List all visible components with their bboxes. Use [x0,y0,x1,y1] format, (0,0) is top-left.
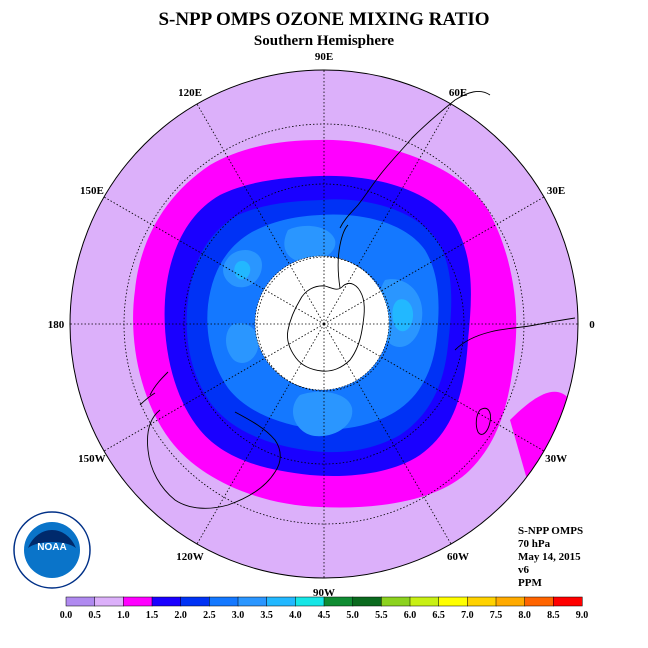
colorbar-swatch [553,596,583,607]
antarctic-peninsula [337,224,349,289]
meridian-line [323,323,545,452]
colorbar-swatch [467,596,497,607]
meridian-line [323,323,452,545]
madagascar-outline [475,407,491,435]
meridian-line [323,196,545,325]
colorbar-swatch [381,596,411,607]
info-level: 70 hPa [518,538,551,550]
colorbar-tick-label: 5.5 [375,610,388,621]
colorbar-tick-label: 1.5 [146,610,159,621]
parallel-circle [256,256,392,392]
colorbar-swatch [323,596,354,607]
meridian-line [103,323,325,452]
colorbar-swatch [180,596,210,607]
longitude-label: 30W [545,453,567,465]
colorbar-swatch [266,596,296,607]
longitude-label: 90E [315,51,333,63]
longitude-label: 150W [78,453,106,465]
longitude-label: 60W [447,551,469,563]
colorbar-swatch [438,596,468,607]
longitude-label: 180 [48,319,65,331]
meridian-line [196,323,325,545]
meridian-line [103,196,325,325]
longitude-label: 90W [313,587,335,599]
colorbar-tick-label: 4.0 [289,610,302,621]
colorbar-tick-label: 1.0 [117,610,130,621]
longitude-labels: 90W 60W 30W 0 30E 60E 90E 120E 150E 180 150W 120W [48,51,596,599]
colorbar-swatch [237,596,268,607]
colorbar-swatch [65,596,96,607]
longitude-label: 30E [547,185,565,197]
info-version: v6 [518,564,530,576]
colorbar-swatch [409,596,440,607]
colorbar-tick-label: 7.5 [490,610,503,621]
continent-outlines [139,90,576,509]
australia-outline [147,409,281,509]
colorbar-swatch [295,596,325,607]
colorbar-swatch [352,596,382,607]
colorbar-swatch [123,596,153,607]
colorbar-swatch [209,596,239,607]
colorbar-tick-label: 6.0 [404,610,417,621]
graticule [70,70,578,578]
longitude-label: 120W [176,551,204,563]
colorbar-tick-label: 0.5 [88,610,101,621]
map-disk [70,70,578,578]
contour-1-0-edge [510,391,571,490]
colorbar-tick-label: 9.0 [576,610,589,621]
colorbar-swatch [524,596,554,607]
longitude-label: 150E [80,185,104,197]
info-units: PPM [518,577,542,589]
new-zealand-outline [139,371,169,406]
meridian-line [323,103,452,325]
contour-3-5-a [392,299,414,332]
colorbar-tick-label: 3.5 [260,610,273,621]
colorbar-swatch [151,596,182,607]
chart-title: S-NPP OMPS OZONE MIXING RATIO [158,9,489,30]
colorbar-tick-label: 2.5 [203,610,216,621]
parallel-circle [123,123,525,525]
colorbar-tick-label: 0.0 [60,610,73,621]
info-date: May 14, 2015 [518,551,581,563]
colorbar-swatch [495,596,526,607]
chart-subtitle: Southern Hemisphere [254,33,394,49]
info-satellite: S-NPP OMPS [518,525,583,537]
colorbar-tick-label: 6.5 [432,610,445,621]
africa-outline [454,317,576,351]
colorbar-tick-label: 4.5 [318,610,331,621]
colorbar-tick-label: 7.0 [461,610,474,621]
contour-3-0-d [292,391,353,437]
contour-3-0-a [284,225,336,262]
parallel-circle [183,183,465,465]
polar-night-region [254,255,390,391]
info-block: S-NPP OMPS 70 hPa May 14, 2015 v6 PPM [518,525,583,589]
noaa-logo: NOAA [13,511,91,589]
colorbar-tick-label: 8.5 [547,610,560,621]
colorbar-swatch [94,596,124,607]
longitude-label: 120E [178,87,202,99]
meridian-line [196,103,325,325]
longitude-label: 60E [449,87,467,99]
longitude-label: 0 [589,319,595,331]
antarctica-coastline [287,283,365,372]
map-border [69,69,579,579]
colorbar-tick-label: 5.0 [346,610,359,621]
colorbar: 0.0 0.5 1.0 1.5 2.0 2.5 3.0 3.5 4.0 4.5 5.0 5.5 6.0 6… [60,596,589,621]
colorbar-tick-label: 8.0 [518,610,531,621]
colorbar-tick-label: 2.0 [174,610,187,621]
south-america-outline [339,90,491,229]
noaa-bird-icon [28,530,76,548]
colorbar-tick-label: 3.0 [232,610,245,621]
contour-3-0-e [226,322,259,363]
noaa-logo-text: NOAA [37,542,66,553]
